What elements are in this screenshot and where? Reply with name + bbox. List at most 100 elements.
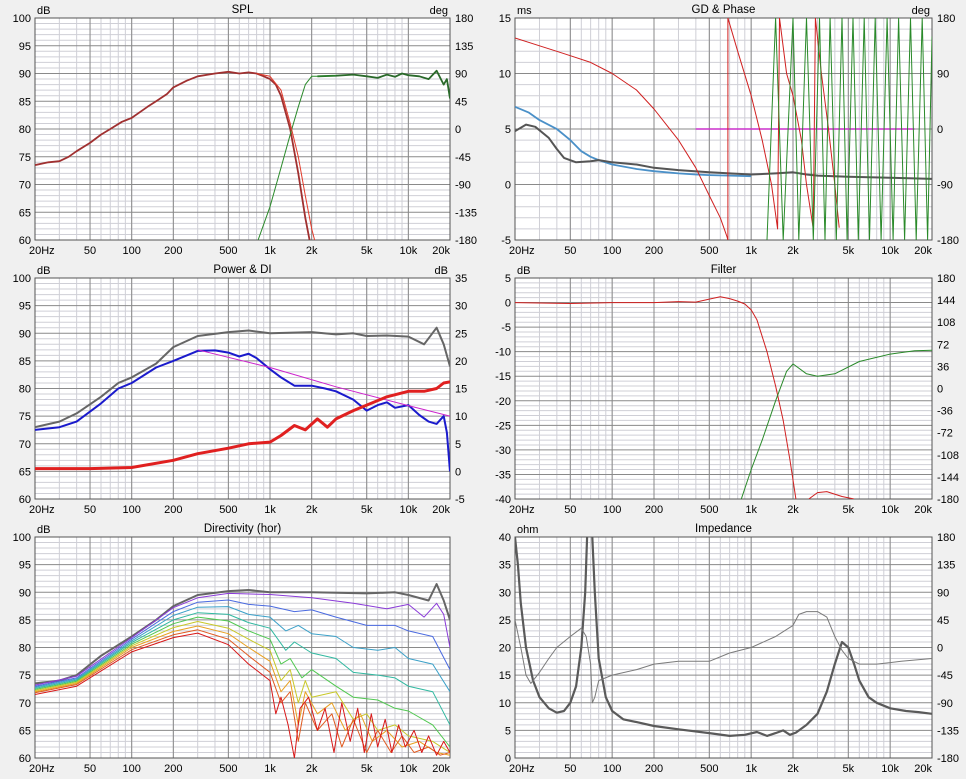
x-tick-label: 2k (787, 245, 799, 257)
y2-tick-label: 45 (937, 615, 949, 627)
y-tick-label: 10 (499, 69, 511, 81)
y2-tick-label: 90 (455, 69, 467, 81)
y-tick-label: 95 (19, 41, 31, 53)
x-tick-label: 20Hz (29, 245, 55, 257)
y2-tick-label: -144 (937, 472, 959, 484)
x-tick-label: 500 (219, 763, 237, 775)
right-unit-label: dB (435, 265, 448, 277)
y2-tick-label: 72 (937, 339, 949, 351)
x-tick-label: 100 (123, 763, 141, 775)
x-tick-label: 200 (164, 504, 182, 516)
x-tick-label: 2k (787, 763, 799, 775)
y-tick-label: 30 (499, 587, 511, 599)
chart-title: Power & DI (213, 264, 271, 276)
y-tick-label: 0 (505, 298, 511, 310)
x-tick-label: 10k (881, 763, 899, 775)
y-tick-label: 80 (19, 384, 31, 396)
y-tick-label: -15 (495, 371, 511, 383)
x-tick-label: 1k (264, 763, 276, 775)
series-line-4 (35, 380, 450, 471)
series-line-2 (591, 537, 932, 737)
y-tick-label: 75 (19, 152, 31, 164)
x-tick-label: 20k (432, 245, 450, 257)
y-tick-label: 100 (13, 532, 31, 544)
y-tick-label: 35 (499, 560, 511, 572)
series-line-1 (35, 583, 450, 685)
y-tick-label: 90 (19, 587, 31, 599)
y2-tick-label: 35 (455, 273, 467, 285)
x-tick-label: 100 (603, 245, 621, 257)
y-tick-label: 75 (19, 670, 31, 682)
y2-tick-label: -180 (937, 235, 959, 247)
chart-title: Filter (711, 264, 737, 276)
x-tick-label: 20Hz (29, 763, 55, 775)
y2-tick-label: 0 (455, 466, 461, 478)
x-tick-label: 2k (306, 504, 318, 516)
series-line-10 (35, 632, 450, 758)
y-tick-label: 0 (505, 753, 511, 765)
y2-tick-label: 36 (937, 361, 949, 373)
y2-tick-label: -72 (937, 428, 953, 440)
x-tick-label: 10k (881, 245, 899, 257)
y-tick-label: -40 (495, 494, 511, 506)
y2-tick-label: 15 (455, 384, 467, 396)
x-tick-label: 500 (700, 763, 718, 775)
y-tick-label: 65 (19, 466, 31, 478)
x-tick-label: 1k (264, 504, 276, 516)
series-group (35, 326, 450, 472)
y-tick-label: 15 (499, 670, 511, 682)
y-tick-label: -20 (495, 396, 511, 408)
y-tick-label: 5 (505, 725, 511, 737)
x-tick-label: 50 (84, 763, 96, 775)
y2-tick-label: 135 (455, 41, 473, 53)
y2-tick-label: -90 (455, 180, 471, 192)
y2-tick-label: 0 (455, 124, 461, 136)
x-tick-label: 10k (399, 504, 417, 516)
plot-frame (34, 17, 451, 241)
x-tick-label: 20k (914, 763, 932, 775)
series-group (515, 537, 932, 737)
y2-tick-label: -108 (937, 450, 959, 462)
x-tick-label: 10k (399, 763, 417, 775)
x-tick-label: 5k (361, 504, 373, 516)
series-group (35, 583, 450, 758)
x-tick-label: 1k (745, 763, 757, 775)
x-tick-label: 20Hz (29, 504, 55, 516)
series-line-1 (515, 105, 752, 178)
left-unit-label: ohm (517, 524, 538, 536)
x-tick-label: 200 (645, 245, 663, 257)
y2-tick-label: 0 (937, 643, 943, 655)
series-line-7 (35, 621, 450, 753)
y-tick-label: 40 (499, 532, 511, 544)
y2-tick-label: 108 (937, 317, 955, 329)
x-tick-label: 20k (914, 504, 932, 516)
x-tick-label: 2k (787, 504, 799, 516)
y-tick-label: -5 (501, 235, 511, 247)
series-line-1 (35, 326, 450, 429)
y2-tick-label: 180 (937, 273, 955, 285)
plot-area (515, 278, 932, 499)
x-tick-label: 500 (700, 245, 718, 257)
plot-frame (514, 536, 933, 759)
series-line-8 (35, 625, 450, 756)
x-tick-label: 5k (843, 245, 855, 257)
series-group (35, 69, 450, 240)
x-tick-label: 100 (123, 245, 141, 257)
y-tick-label: 80 (19, 643, 31, 655)
y-tick-label: 65 (19, 725, 31, 737)
y2-tick-label: -135 (455, 207, 477, 219)
x-tick-label: 200 (164, 245, 182, 257)
series-line-9 (35, 629, 450, 756)
chart-filter: -40 -35 -30 -25 -20 -15 -10 -5 0 5 -180 -144 -108 -72… (495, 264, 959, 516)
chart-title: GD & Phase (692, 4, 756, 16)
y2-tick-label: -90 (937, 698, 953, 710)
y-tick-label: 60 (19, 494, 31, 506)
series-line-1 (35, 70, 311, 240)
x-tick-label: 5k (843, 504, 855, 516)
x-tick-label: 2k (306, 763, 318, 775)
series-line-2 (35, 592, 450, 686)
y2-tick-label: 135 (937, 560, 955, 572)
x-tick-label: 100 (603, 504, 621, 516)
y2-tick-label: 180 (455, 13, 473, 25)
